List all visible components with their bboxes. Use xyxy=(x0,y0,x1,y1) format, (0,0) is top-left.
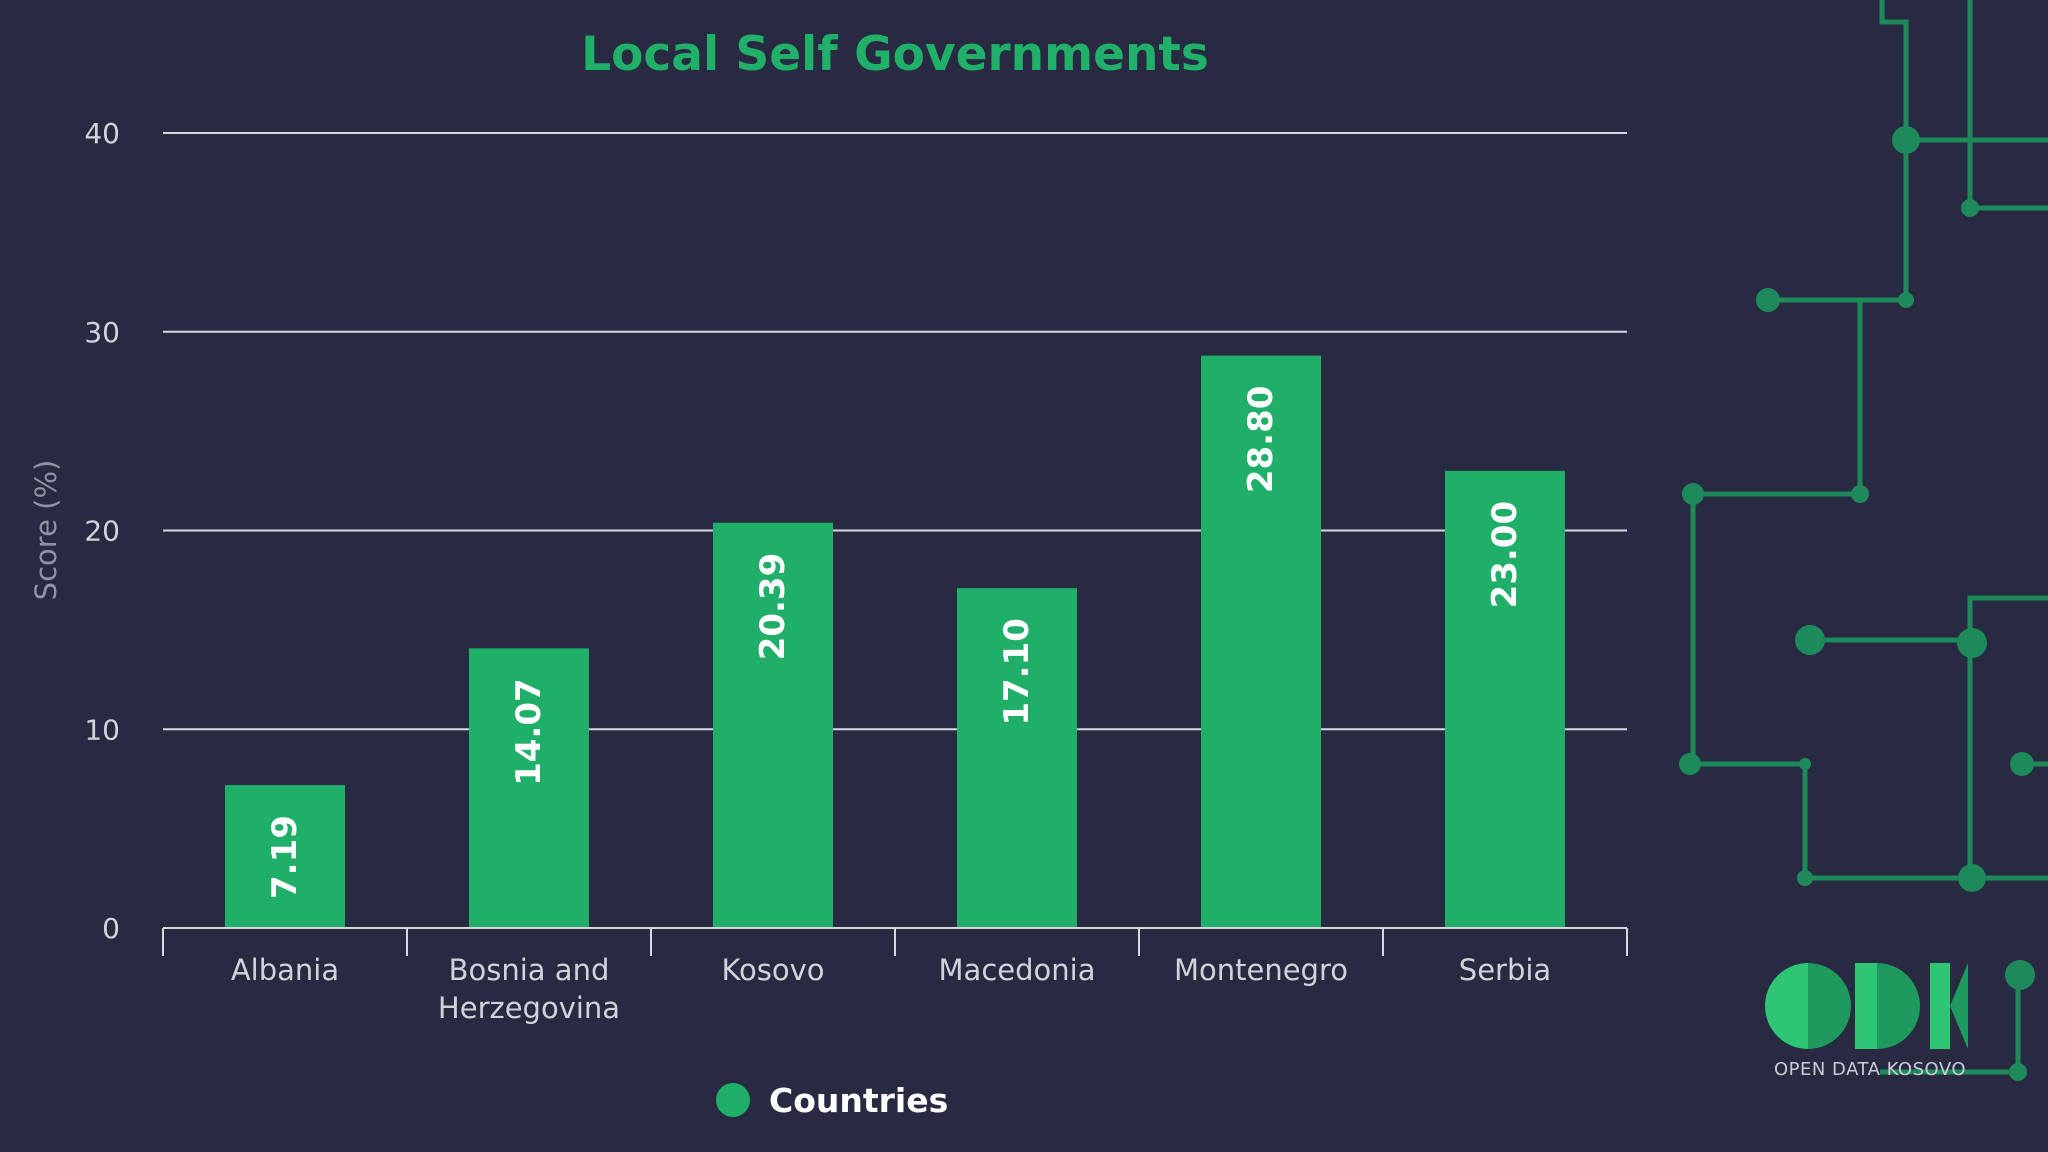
x-tick-label: Kosovo xyxy=(721,953,824,987)
x-tick-label: Herzegovina xyxy=(438,991,620,1025)
legend[interactable]: Countries xyxy=(716,1081,948,1120)
x-tick-label: Bosnia and xyxy=(449,953,610,987)
circle-marker-icon xyxy=(716,1083,750,1117)
y-tick-label: 30 xyxy=(84,316,120,349)
bar[interactable] xyxy=(1445,470,1565,928)
chart-title: Local Self Governments xyxy=(581,27,1209,82)
y-tick-label: 20 xyxy=(84,515,120,548)
bar-value-label: 17.10 xyxy=(997,618,1037,726)
y-tick-label: 10 xyxy=(84,713,120,746)
circuit-decoration xyxy=(1690,0,2048,1075)
bar-value-label: 20.39 xyxy=(753,553,793,661)
x-axis-labels: Albania Bosnia and Herzegovina Kosovo Macedo… xyxy=(231,953,1551,1025)
x-tick-label: Serbia xyxy=(1459,953,1551,987)
bar[interactable] xyxy=(225,785,345,928)
x-axis xyxy=(162,927,1628,956)
odk-logo-o-right-icon xyxy=(1808,963,1851,1049)
x-tick-label: Macedonia xyxy=(939,953,1096,987)
legend-label: Countries xyxy=(769,1081,948,1120)
y-tick-label: 40 xyxy=(84,117,120,150)
bars xyxy=(225,355,1565,929)
bar-value-labels: 7.19 14.07 20.39 17.10 28.80 23.00 xyxy=(265,386,1525,899)
odk-logo: OPEN DATA KOSOVO xyxy=(1765,963,1968,1080)
y-axis-ticks: 0 10 20 30 40 xyxy=(84,117,120,945)
y-tick-label: 0 xyxy=(102,912,120,945)
x-tick-label: Montenegro xyxy=(1174,953,1348,987)
bar[interactable] xyxy=(957,588,1077,928)
circuit-nodes xyxy=(1679,126,2035,1081)
bar[interactable] xyxy=(1201,355,1321,929)
odk-logo-d-stem-icon xyxy=(1855,963,1877,1049)
y-axis-title: Score (%) xyxy=(29,460,63,601)
odk-logo-d-bowl-icon xyxy=(1877,963,1920,1049)
gridlines xyxy=(163,132,1627,731)
odk-logo-k-arm-icon xyxy=(1950,963,1968,1049)
bar-value-label: 14.07 xyxy=(509,678,549,786)
bar[interactable] xyxy=(469,648,589,928)
bar-value-label: 28.80 xyxy=(1241,386,1281,494)
x-tick-label: Albania xyxy=(231,953,339,987)
odk-logo-k-stem-icon xyxy=(1930,963,1950,1049)
brand-tagline: OPEN DATA KOSOVO xyxy=(1774,1059,1966,1080)
bar-value-label: 7.19 xyxy=(265,815,305,899)
bar-value-label: 23.00 xyxy=(1485,501,1525,609)
odk-logo-o-left-icon xyxy=(1765,963,1808,1049)
bar[interactable] xyxy=(713,522,833,928)
